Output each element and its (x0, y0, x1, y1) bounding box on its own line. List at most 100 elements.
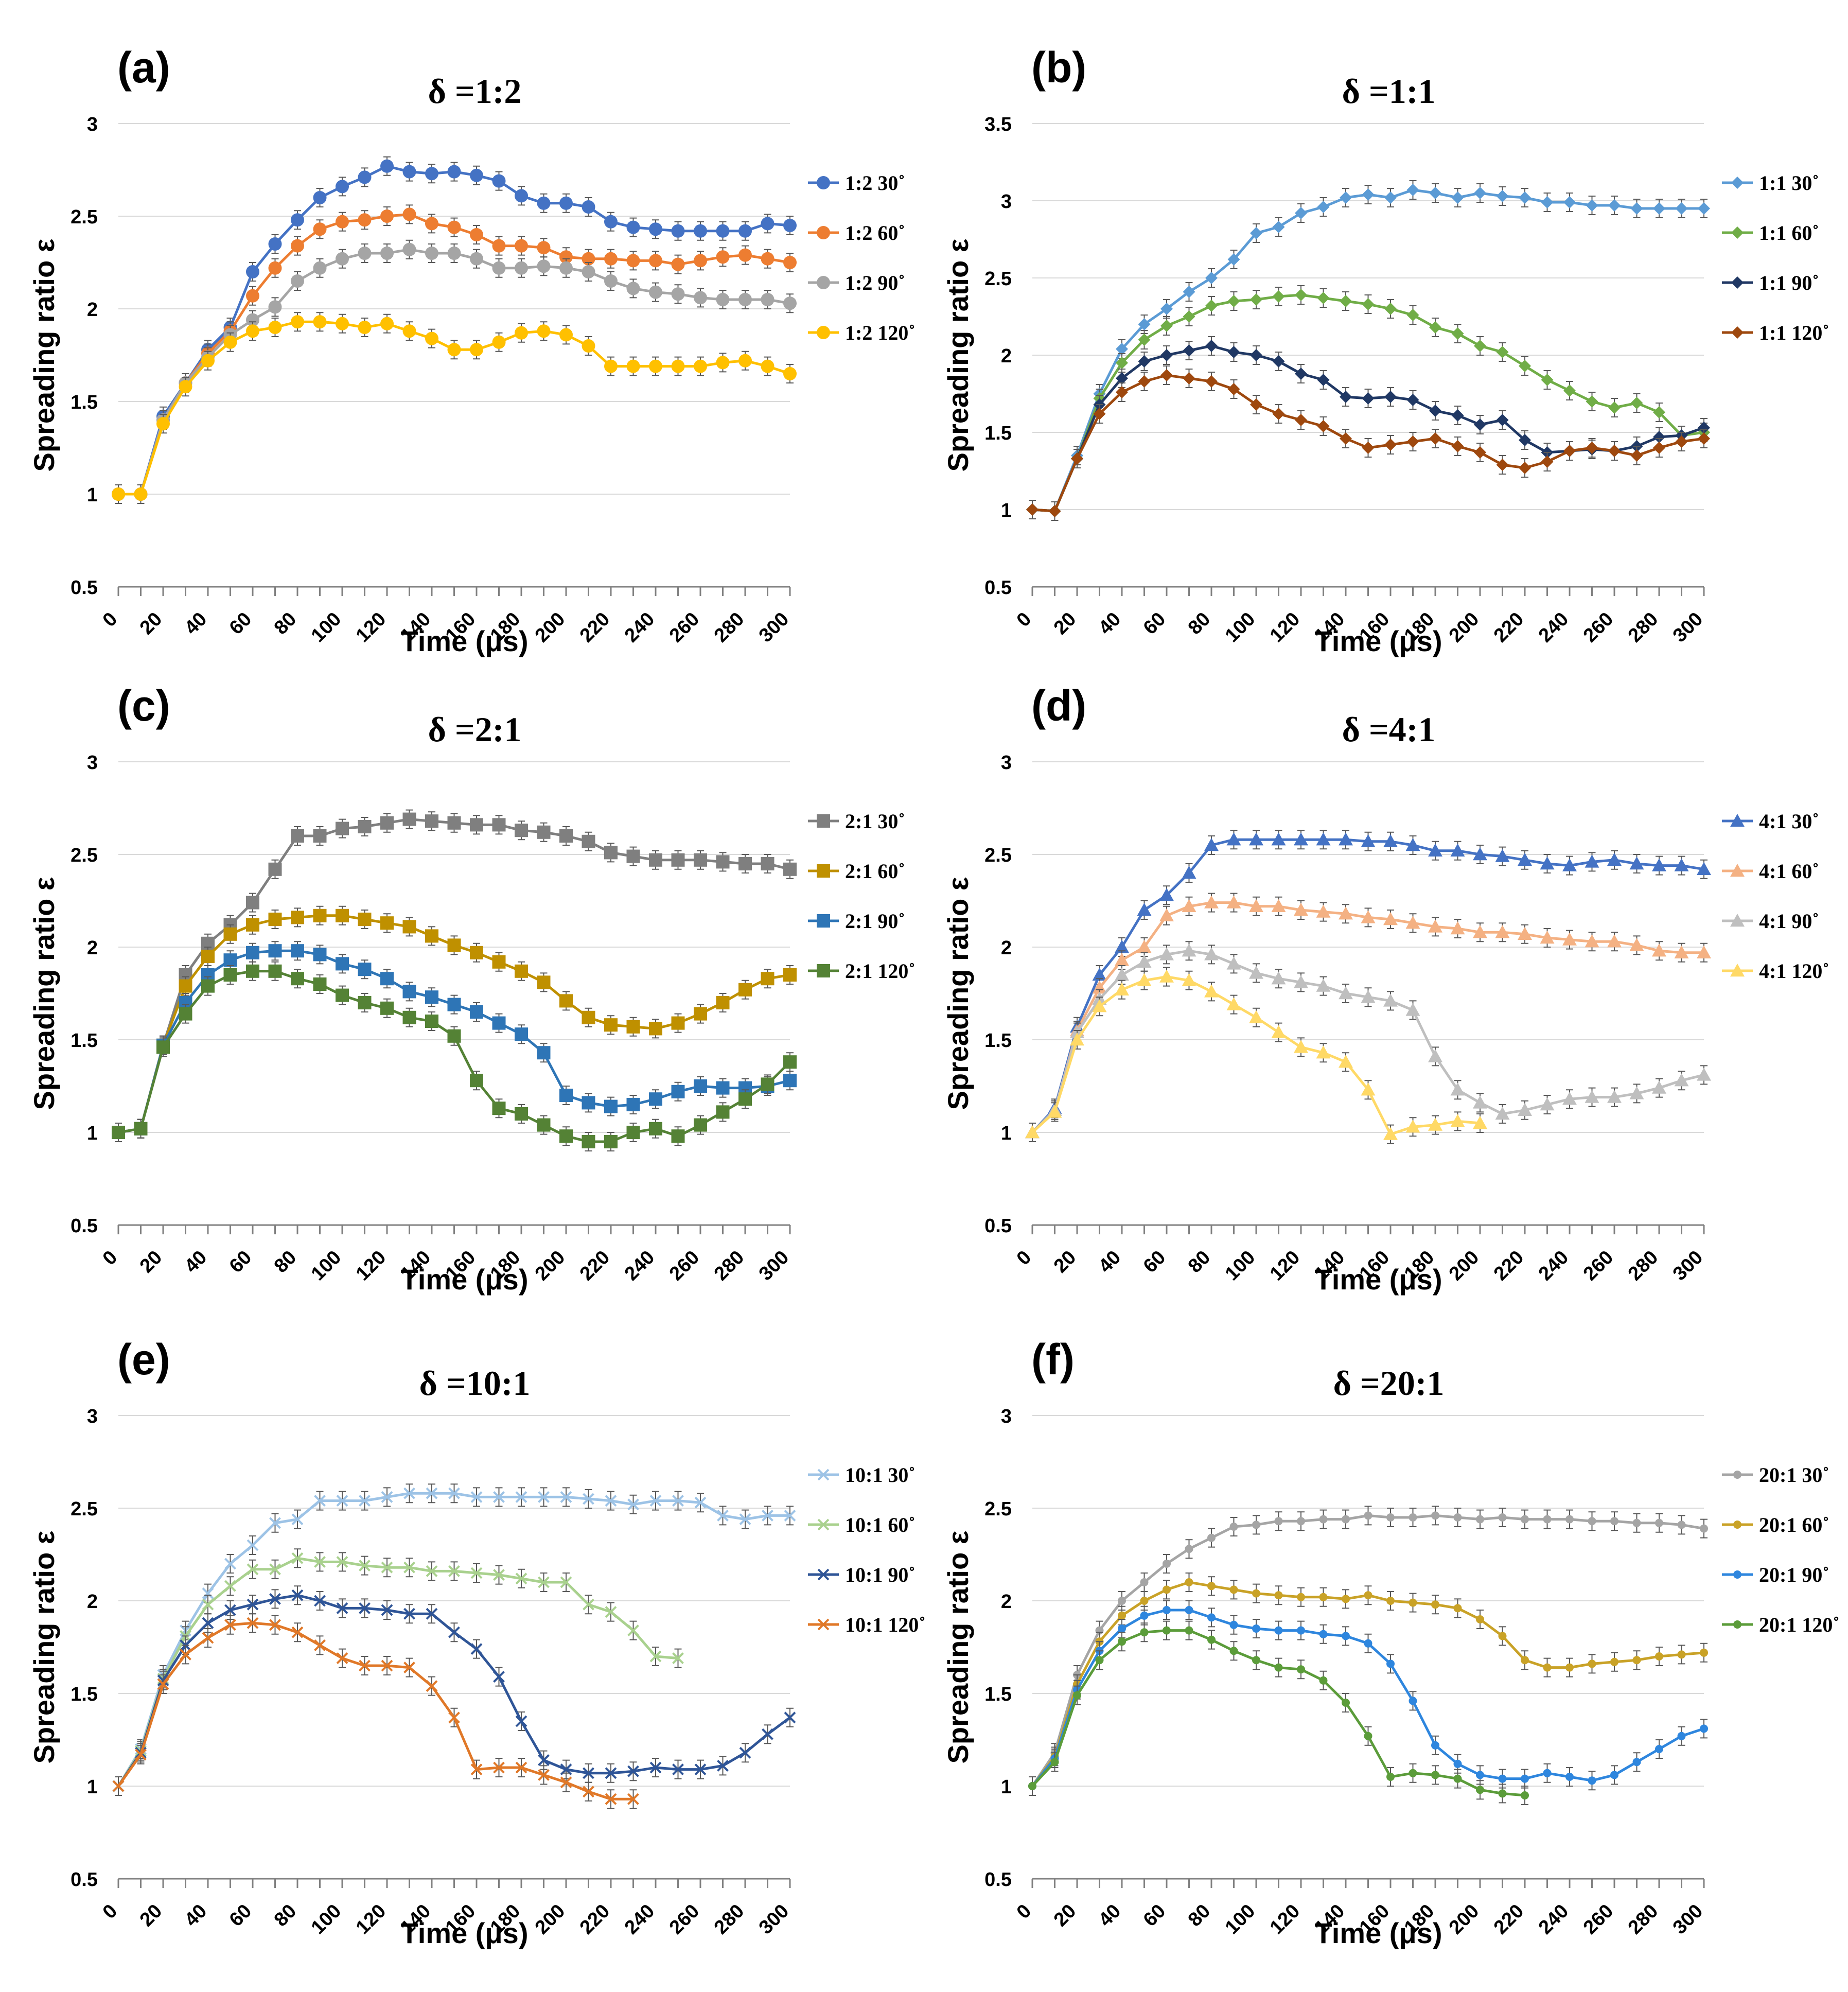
data-point (559, 994, 573, 1008)
data-point (671, 287, 685, 301)
legend-label: 1:1 90˚ (1759, 271, 1819, 294)
data-point (538, 1769, 550, 1781)
data-point (671, 853, 685, 867)
x-axis-label: Time (μs) (401, 1263, 529, 1296)
data-point (1655, 1652, 1663, 1661)
data-point (1339, 986, 1353, 1000)
data-point (1249, 832, 1263, 846)
data-point (1294, 903, 1308, 916)
legend-marker (817, 814, 830, 828)
legend-label: 10:1 90˚ (845, 1563, 916, 1586)
data-point (1159, 969, 1174, 983)
data-point (559, 1129, 573, 1143)
data-point (1519, 462, 1531, 474)
data-point (1361, 834, 1376, 847)
data-point (1540, 931, 1555, 944)
data-point (402, 324, 416, 338)
data-point (694, 224, 707, 238)
y-tick-label: 2.5 (984, 268, 1012, 290)
data-point (515, 1572, 527, 1585)
data-point (1453, 1759, 1462, 1768)
legend-label: 20:1 60˚ (1759, 1513, 1829, 1536)
y-tick-label: 2.5 (71, 1498, 98, 1520)
chart-title: δ =1:1 (1342, 72, 1436, 111)
data-point (358, 170, 372, 184)
data-point (694, 1763, 707, 1776)
data-point (1518, 1103, 1532, 1116)
data-point (358, 963, 372, 976)
y-tick-label: 0.5 (71, 577, 98, 599)
y-tick-label: 2.5 (984, 845, 1012, 866)
data-point (1229, 1523, 1238, 1531)
chart-title: δ =10:1 (419, 1364, 531, 1403)
data-point (716, 1105, 730, 1119)
data-point (1588, 1776, 1596, 1785)
data-point (492, 261, 506, 275)
data-point (358, 321, 372, 334)
data-point (1541, 456, 1554, 468)
legend-marker (817, 326, 830, 339)
data-point (1675, 435, 1688, 448)
data-point (1205, 300, 1218, 312)
data-point (1429, 187, 1441, 199)
data-point (112, 1126, 125, 1139)
data-point (268, 321, 282, 334)
data-point (1540, 857, 1555, 870)
data-point (649, 222, 662, 236)
data-point (583, 1493, 594, 1505)
y-tick-label: 2 (87, 937, 98, 959)
data-point (537, 196, 551, 210)
data-point (403, 1487, 415, 1499)
data-point (336, 822, 349, 835)
data-point (1252, 1589, 1260, 1598)
data-point (515, 1761, 527, 1774)
data-point (1565, 1515, 1574, 1524)
data-point (1476, 1515, 1484, 1524)
data-point (224, 1558, 236, 1570)
data-point (426, 1607, 438, 1620)
data-point (426, 1487, 438, 1499)
data-point (1405, 916, 1420, 929)
data-point (1095, 1656, 1104, 1665)
data-point (1364, 1639, 1372, 1648)
data-point (515, 239, 528, 253)
data-point (1249, 899, 1263, 912)
data-point (1518, 927, 1532, 940)
data-point (1204, 984, 1219, 998)
data-point (381, 1659, 393, 1672)
data-point (1250, 293, 1262, 306)
legend-marker (817, 1518, 830, 1531)
data-point (671, 1085, 685, 1098)
data-point (336, 1652, 348, 1665)
data-point (738, 293, 752, 306)
panel-label: (e) (117, 1335, 170, 1384)
data-point (246, 324, 259, 338)
data-point (627, 1498, 639, 1511)
data-point (694, 1118, 707, 1132)
data-point (1319, 1515, 1328, 1524)
data-point (1361, 990, 1376, 1003)
data-point (649, 1092, 662, 1106)
x-axis-label: Time (μs) (401, 625, 529, 657)
y-axis-label: Spreading ratio ε (942, 877, 974, 1110)
y-tick-label: 2 (1001, 345, 1012, 367)
legend-label: 10:1 120˚ (845, 1613, 926, 1636)
data-point (1317, 420, 1330, 432)
data-point (291, 911, 304, 924)
data-point (1185, 1578, 1193, 1586)
legend-label: 2:1 120˚ (845, 959, 916, 983)
data-point (1562, 858, 1577, 871)
data-point (1476, 1771, 1484, 1779)
legend-label: 1:1 60˚ (1759, 221, 1819, 244)
x-axis-label: Time (μs) (1315, 625, 1442, 657)
data-point (582, 1010, 595, 1024)
data-point (1473, 847, 1487, 861)
y-tick-label: 3 (87, 752, 98, 774)
legend-marker (817, 1469, 830, 1481)
data-point (1297, 1517, 1305, 1526)
data-point (1295, 368, 1307, 380)
data-point (1025, 1125, 1040, 1139)
data-point (739, 1513, 751, 1526)
data-point (1652, 943, 1666, 957)
data-point (223, 968, 237, 982)
